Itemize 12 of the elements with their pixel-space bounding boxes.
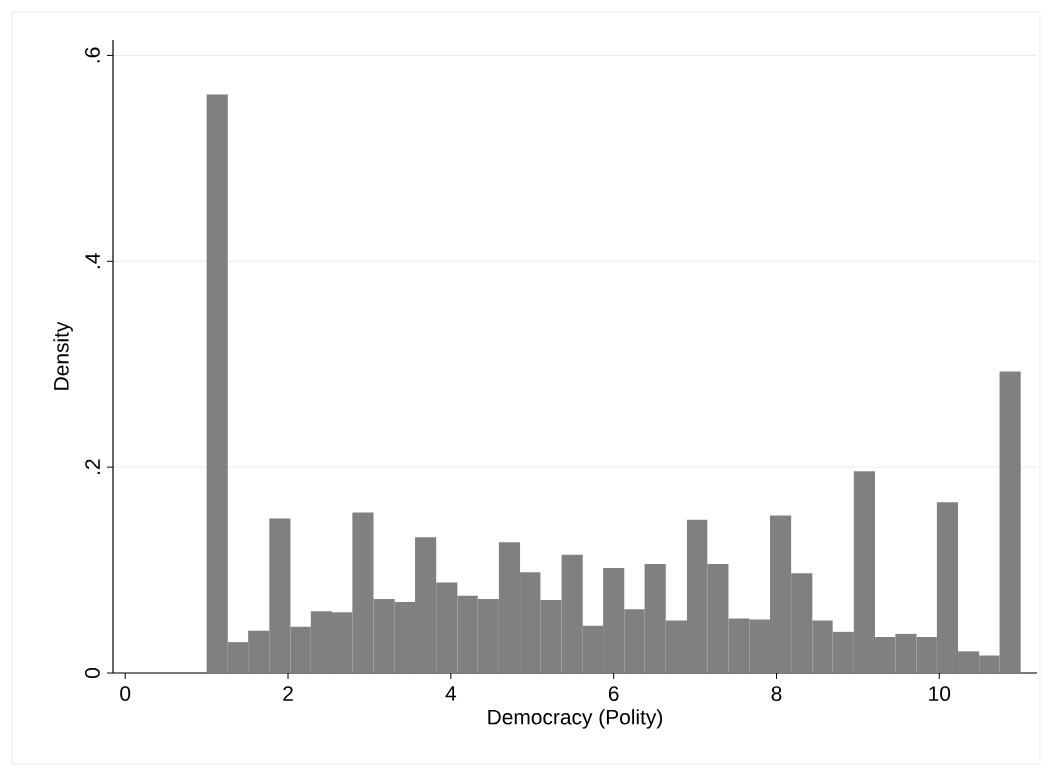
y-tick-label: .4: [85, 253, 100, 269]
y-tick-label: .2: [85, 459, 100, 474]
x-tick-label: 10: [929, 686, 951, 701]
y-axis-title: Density: [53, 321, 73, 390]
x-axis-title: Democracy (Polity): [488, 709, 663, 729]
x-tick-label: 8: [771, 686, 782, 701]
x-tick-label: 0: [120, 686, 131, 701]
y-tick-label: 0: [85, 668, 100, 679]
y-tick-label: .6: [85, 47, 100, 63]
x-tick-label: 2: [283, 686, 293, 701]
x-tick-label: 4: [445, 686, 457, 701]
x-tick-label: 6: [608, 686, 619, 701]
